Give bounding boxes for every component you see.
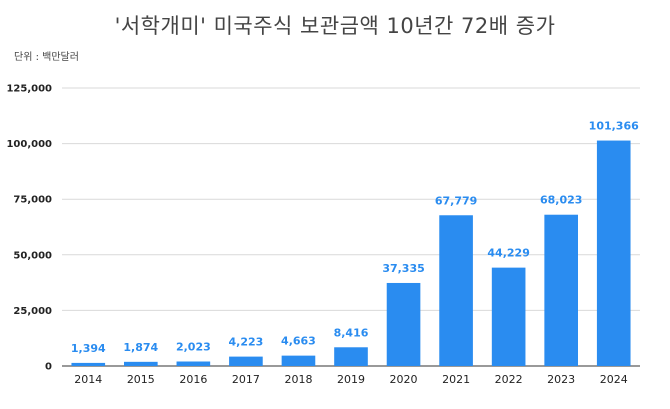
chart-title: '서학개미' 미국주식 보관금액 10년간 72배 증가 bbox=[114, 14, 556, 38]
bar bbox=[176, 361, 211, 366]
data-label: 67,779 bbox=[435, 194, 477, 207]
data-label: 44,229 bbox=[487, 247, 529, 260]
y-tick-label: 125,000 bbox=[6, 84, 52, 95]
y-tick-label: 25,000 bbox=[13, 306, 52, 317]
data-label: 68,023 bbox=[540, 194, 582, 207]
bar bbox=[386, 282, 421, 366]
data-label: 8,416 bbox=[334, 326, 369, 339]
bar bbox=[544, 214, 578, 366]
data-label: 101,366 bbox=[589, 120, 639, 133]
bar bbox=[491, 267, 526, 366]
bar bbox=[124, 361, 158, 366]
y-tick-label: 75,000 bbox=[13, 195, 52, 206]
x-tick-label: 2015 bbox=[127, 373, 155, 386]
data-label: 1,394 bbox=[71, 342, 106, 355]
data-label: 4,223 bbox=[229, 336, 264, 349]
bar bbox=[281, 355, 316, 366]
x-tick-label: 2020 bbox=[390, 373, 418, 386]
x-tick-label: 2021 bbox=[442, 373, 470, 386]
x-tick-label: 2014 bbox=[74, 373, 102, 386]
unit-note: 단위 : 백만달러 bbox=[14, 52, 79, 63]
y-tick-label: 50,000 bbox=[13, 250, 52, 261]
bar bbox=[71, 362, 106, 366]
x-tick-label: 2023 bbox=[547, 373, 575, 386]
bar bbox=[596, 140, 631, 366]
data-label: 37,335 bbox=[382, 262, 424, 275]
x-tick-label: 2019 bbox=[337, 373, 365, 386]
bar bbox=[439, 215, 473, 366]
x-tick-label: 2022 bbox=[495, 373, 523, 386]
bar bbox=[229, 356, 263, 366]
data-label: 1,874 bbox=[123, 341, 158, 354]
x-tick-label: 2017 bbox=[232, 373, 260, 386]
x-tick-label: 2024 bbox=[600, 373, 628, 386]
x-tick-label: 2018 bbox=[284, 373, 312, 386]
y-tick-label: 0 bbox=[45, 362, 52, 373]
data-label: 2,023 bbox=[176, 341, 211, 354]
bar bbox=[334, 347, 368, 366]
x-tick-label: 2016 bbox=[179, 373, 207, 386]
y-tick-label: 100,000 bbox=[6, 139, 52, 150]
data-label: 4,663 bbox=[281, 335, 316, 348]
